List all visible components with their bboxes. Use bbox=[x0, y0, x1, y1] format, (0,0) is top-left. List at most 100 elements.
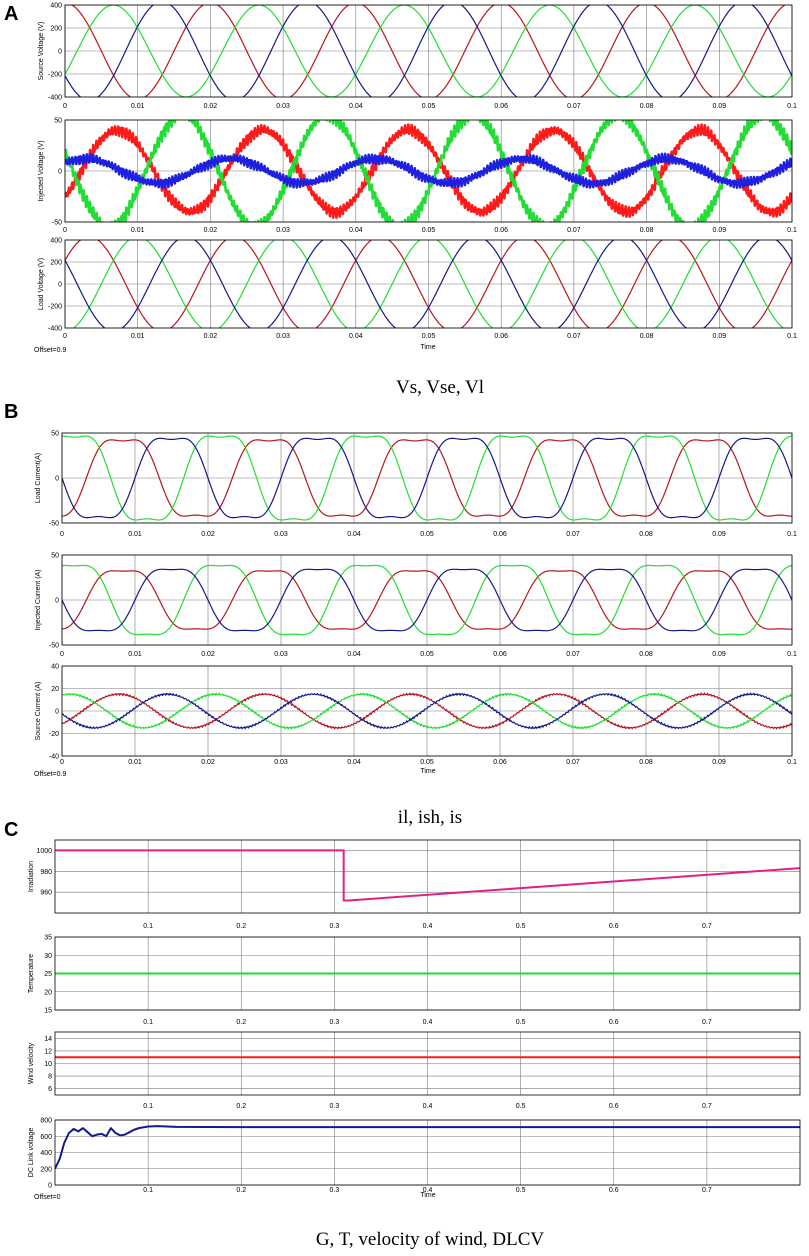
x-tick-label: 0.04 bbox=[347, 759, 361, 766]
x-tick-label: 0.08 bbox=[640, 103, 654, 110]
x-tick-label: 0.04 bbox=[347, 651, 361, 658]
x-tick-label: 0.2 bbox=[236, 1187, 246, 1194]
y-axis-label: Source Voltage (V) bbox=[38, 22, 45, 81]
y-tick-label: 0 bbox=[58, 282, 62, 289]
x-tick-label: 0.1 bbox=[143, 1103, 153, 1110]
x-tick-label: 0.08 bbox=[639, 651, 653, 658]
series-line-1 bbox=[55, 1125, 800, 1170]
plot-frame bbox=[64, 239, 793, 329]
x-tick-label: 0.1 bbox=[787, 651, 797, 658]
y-tick-label: 30 bbox=[44, 953, 52, 960]
x-tick-label: 0.1 bbox=[787, 227, 797, 234]
y-tick-label: 14 bbox=[44, 1036, 52, 1043]
x-tick-label: 0.7 bbox=[702, 923, 712, 930]
y-tick-label: 40 bbox=[51, 664, 59, 671]
x-tick-label: 0.05 bbox=[420, 651, 434, 658]
x-tick-label: 0.07 bbox=[566, 531, 580, 538]
y-tick-label: -50 bbox=[52, 220, 62, 227]
x-tick-label: 0.6 bbox=[609, 1103, 619, 1110]
y-tick-label: 0 bbox=[58, 49, 62, 56]
x-tick-label: 0.05 bbox=[422, 227, 436, 234]
y-tick-label: 800 bbox=[40, 1118, 52, 1125]
x-tick-label: 0.07 bbox=[567, 103, 581, 110]
series-line-3 bbox=[62, 437, 792, 519]
y-tick-label: 20 bbox=[51, 686, 59, 693]
x-tick-label: 0.5 bbox=[516, 1019, 526, 1026]
chart-1: 0 0.01 0.02 0.03 0.04 0.05 0.06 0.07 0.08 0.09 0.1… bbox=[38, 3, 797, 111]
x-tick-label: 0.05 bbox=[420, 531, 434, 538]
plot-frame bbox=[54, 839, 801, 914]
x-tick-label: 0.06 bbox=[493, 651, 507, 658]
panel-letter-c: C bbox=[4, 819, 18, 841]
x-tick-label: 0 bbox=[63, 103, 67, 110]
x-tick-label: 0 bbox=[60, 651, 64, 658]
y-tick-label: 12 bbox=[44, 1048, 52, 1055]
y-tick-label: 200 bbox=[50, 26, 62, 33]
y-axis-label: Load Current(A) bbox=[35, 453, 42, 503]
x-tick-label: 0.09 bbox=[712, 651, 726, 658]
x-tick-label: 0.1 bbox=[787, 103, 797, 110]
y-tick-label: 980 bbox=[40, 869, 52, 876]
series-line-3 bbox=[65, 5, 792, 97]
caption-c: G, T, velocity of wind, DLCV bbox=[316, 1229, 545, 1250]
y-tick-label: 200 bbox=[50, 260, 62, 267]
y-axis-label: Injected Current (A) bbox=[35, 569, 42, 630]
chart-2: 0 0.01 0.02 0.03 0.04 0.05 0.06 0.07 0.08 0.09 0.1… bbox=[38, 118, 797, 235]
series-line-1 bbox=[62, 692, 792, 730]
plot-frame bbox=[54, 1119, 801, 1186]
x-tick-label: 0.05 bbox=[422, 103, 436, 110]
x-tick-label: 0.01 bbox=[128, 531, 142, 538]
y-tick-label: 35 bbox=[44, 935, 52, 942]
y-tick-label: -40 bbox=[49, 754, 59, 761]
panel-letter-b: B bbox=[4, 401, 18, 423]
x-tick-label: 0.03 bbox=[274, 759, 288, 766]
x-tick-label: 0 bbox=[60, 531, 64, 538]
y-tick-label: -20 bbox=[49, 731, 59, 738]
x-tick-label: 0.4 bbox=[423, 1103, 433, 1110]
y-tick-label: 50 bbox=[51, 553, 59, 560]
x-tick-label: 0.08 bbox=[639, 759, 653, 766]
y-tick-label: -50 bbox=[49, 521, 59, 528]
y-tick-label: 0 bbox=[58, 169, 62, 176]
x-tick-label: 0.01 bbox=[131, 333, 145, 340]
x-tick-label: 0.1 bbox=[787, 531, 797, 538]
x-tick-label: 0.01 bbox=[128, 651, 142, 658]
y-tick-label: -400 bbox=[48, 95, 62, 102]
x-tick-label: 0.06 bbox=[493, 759, 507, 766]
series-line-1 bbox=[62, 570, 792, 630]
y-tick-label: -200 bbox=[48, 72, 62, 79]
series-line-3 bbox=[62, 692, 792, 730]
y-tick-label: 960 bbox=[40, 890, 52, 897]
x-tick-label: 0.4 bbox=[423, 1019, 433, 1026]
x-tick-label: 0.1 bbox=[787, 759, 797, 766]
x-tick-label: 0.4 bbox=[423, 1187, 433, 1194]
x-tick-label: 0.04 bbox=[349, 103, 363, 110]
x-tick-label: 0.07 bbox=[567, 227, 581, 234]
x-tick-label: 0.2 bbox=[236, 923, 246, 930]
y-tick-label: 20 bbox=[44, 989, 52, 996]
xlabel-a: Time bbox=[420, 344, 435, 351]
plot-frame bbox=[64, 119, 793, 223]
chart-9: 0.1 0.2 0.3 0.4 0.5 0.6 0.7 6 8 10 12 14 Wind veloci… bbox=[28, 1031, 801, 1110]
x-tick-label: 0.06 bbox=[494, 333, 508, 340]
y-axis-label: Irradiation bbox=[28, 861, 35, 892]
x-tick-label: 0.09 bbox=[712, 531, 726, 538]
chart-6: 0 0.01 0.02 0.03 0.04 0.05 0.06 0.07 0.08 0.09 0.1… bbox=[35, 664, 797, 767]
xlabel-b: Time bbox=[420, 768, 435, 775]
series-line-2 bbox=[65, 120, 792, 222]
y-tick-label: 15 bbox=[44, 1008, 52, 1015]
y-tick-label: -200 bbox=[48, 304, 62, 311]
x-tick-label: 0.02 bbox=[201, 651, 215, 658]
x-tick-label: 0.02 bbox=[204, 333, 218, 340]
x-tick-label: 0.1 bbox=[787, 333, 797, 340]
x-tick-label: 0.1 bbox=[143, 923, 153, 930]
y-tick-label: 0 bbox=[55, 598, 59, 605]
offset-label-a: Offset=0.9 bbox=[34, 347, 66, 354]
x-tick-label: 0.1 bbox=[143, 1187, 153, 1194]
y-tick-label: 1000 bbox=[36, 848, 52, 855]
chart-5: 0 0.01 0.02 0.03 0.04 0.05 0.06 0.07 0.08 0.09 0.1… bbox=[35, 553, 797, 659]
series-line-2 bbox=[65, 5, 792, 97]
plot-frame bbox=[54, 936, 801, 1011]
x-tick-label: 0.09 bbox=[712, 103, 726, 110]
